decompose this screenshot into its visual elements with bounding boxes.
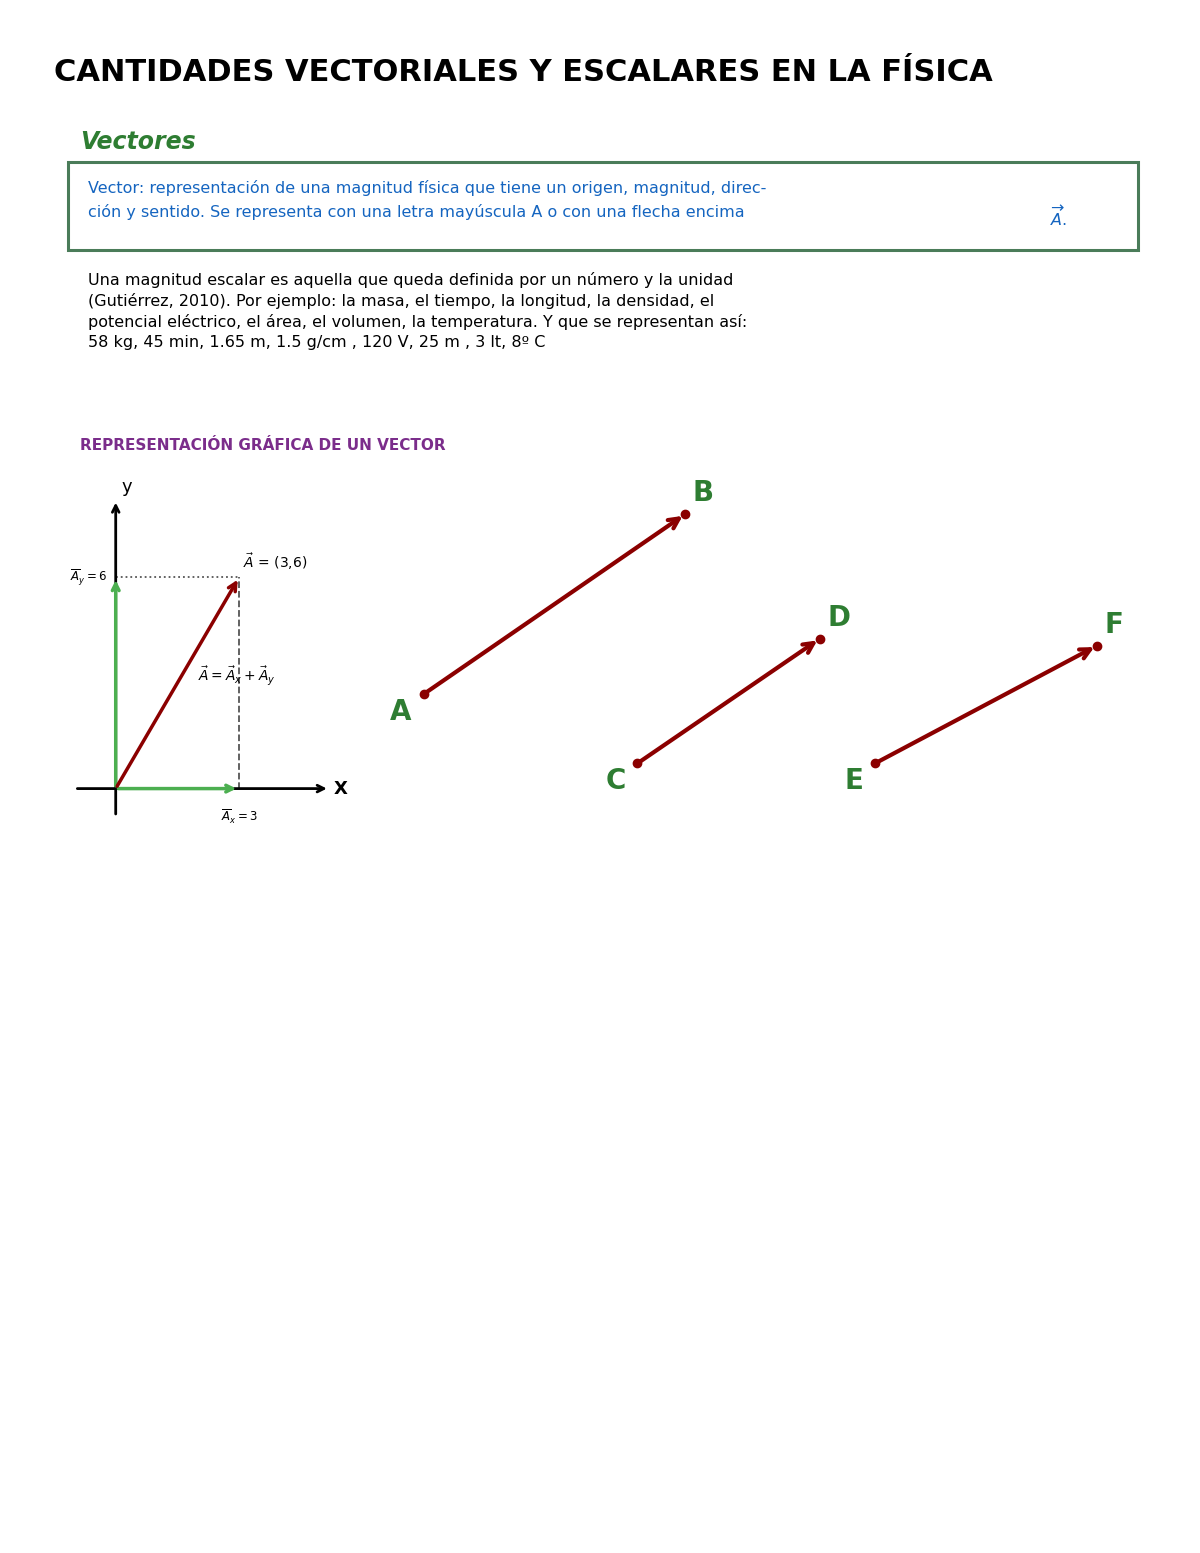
Text: ción y sentido. Se representa con una letra mayúscula A o con una flecha encima: ción y sentido. Se representa con una le… (88, 203, 750, 221)
Text: F: F (1105, 610, 1123, 638)
Text: E: E (845, 767, 863, 795)
Text: Vectores: Vectores (80, 130, 196, 154)
Text: y: y (122, 478, 132, 497)
Text: potencial eléctrico, el área, el volumen, la temperatura. Y que se representan a: potencial eléctrico, el área, el volumen… (88, 314, 748, 329)
Text: A: A (390, 697, 412, 725)
Text: $\vec{A}=\vec{A}_x+\vec{A}_y$: $\vec{A}=\vec{A}_x+\vec{A}_y$ (198, 665, 276, 688)
Text: Una magnitud escalar es aquella que queda definida por un número y la unidad: Una magnitud escalar es aquella que qued… (88, 272, 733, 287)
Text: CANTIDADES VECTORIALES Y ESCALARES EN LA FÍSICA: CANTIDADES VECTORIALES Y ESCALARES EN LA… (54, 57, 992, 87)
Text: C: C (605, 767, 625, 795)
Text: $\vec{A}$ = (3,6): $\vec{A}$ = (3,6) (244, 551, 307, 572)
Text: REPRESENTACIÓN GRÁFICA DE UN VECTOR: REPRESENTACIÓN GRÁFICA DE UN VECTOR (80, 438, 445, 453)
Text: $\overline{A}_x=3$: $\overline{A}_x=3$ (221, 808, 258, 826)
Text: 58 kg, 45 min, 1.65 m, 1.5 g/cm , 120 V, 25 m , 3 lt, 8º C: 58 kg, 45 min, 1.65 m, 1.5 g/cm , 120 V,… (88, 335, 545, 349)
Text: (Gutiérrez, 2010). Por ejemplo: la masa, el tiempo, la longitud, la densidad, el: (Gutiérrez, 2010). Por ejemplo: la masa,… (88, 294, 714, 309)
Text: B: B (692, 480, 714, 508)
Bar (68, 162, 1138, 250)
Text: $\overline{A}_y=6$: $\overline{A}_y=6$ (71, 567, 108, 587)
Text: D: D (828, 604, 851, 632)
Text: Vector: representación de una magnitud física que tiene un origen, magnitud, dir: Vector: representación de una magnitud f… (88, 180, 767, 196)
Text: X: X (334, 780, 348, 798)
Text: $\overrightarrow{A}$.: $\overrightarrow{A}$. (1050, 203, 1067, 228)
